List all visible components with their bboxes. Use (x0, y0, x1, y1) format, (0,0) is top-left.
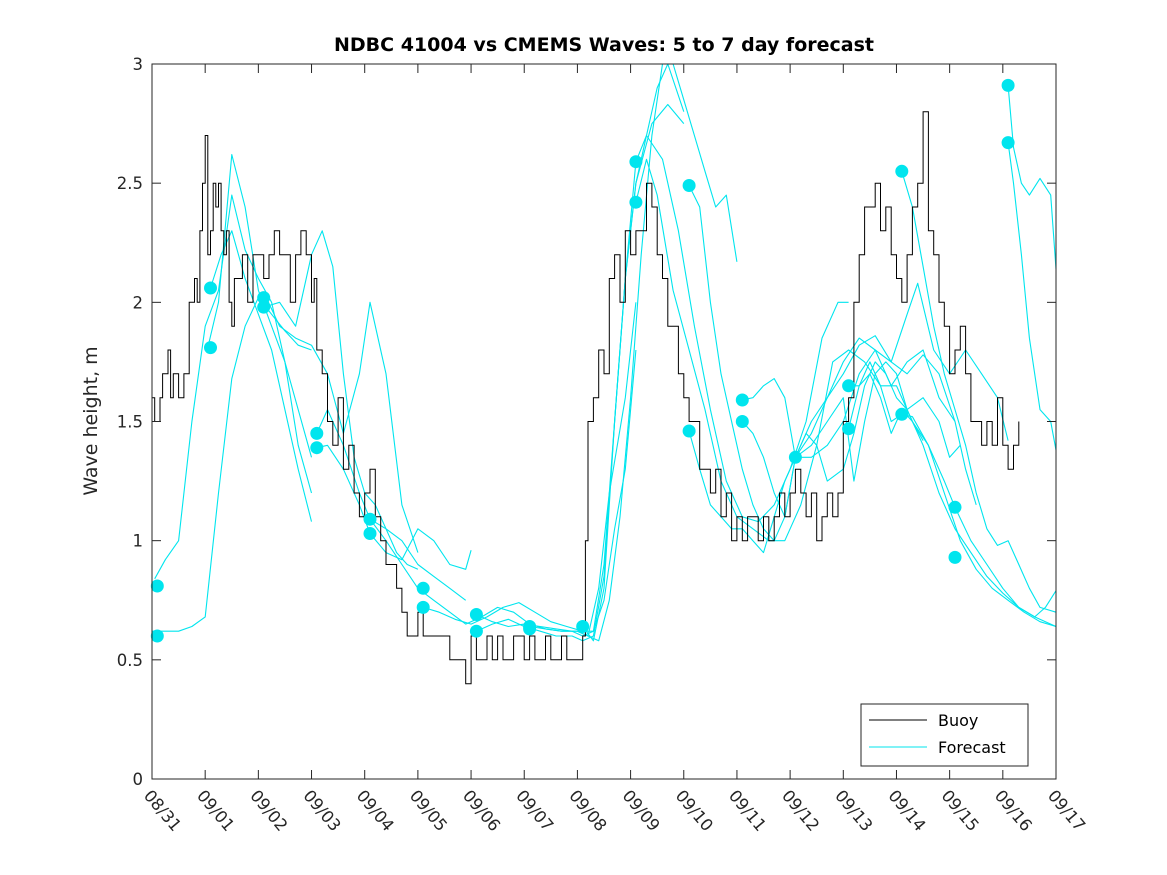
forecast-line-4 (209, 230, 313, 522)
forecast-marker (416, 581, 430, 595)
forecast-marker (310, 441, 324, 455)
x-tick-label: 09/13 (831, 786, 876, 835)
x-tick-label: 09/12 (778, 786, 823, 835)
forecast-line-12 (476, 63, 685, 642)
forecast-marker (257, 291, 271, 305)
forecast-marker (895, 407, 909, 421)
forecast-marker (469, 624, 483, 638)
x-tick-label: 09/06 (459, 786, 504, 835)
y-axis: 0 0.5 1 1.5 2 2.5 3 (117, 55, 1056, 789)
forecast-series-group (152, 63, 1057, 642)
forecast-marker (363, 527, 377, 540)
forecast-line-15 (635, 158, 924, 542)
forecast-marker (842, 379, 856, 393)
forecast-line-7 (316, 409, 467, 601)
y-tick-label: 1.5 (117, 413, 143, 432)
x-tick-label: 09/02 (246, 786, 291, 835)
forecast-markers-group (150, 78, 1015, 643)
forecast-line-1 (152, 297, 312, 632)
forecast-marker (363, 512, 377, 526)
forecast-marker (523, 622, 537, 636)
plot-area (150, 63, 1057, 685)
x-tick-label: 09/10 (672, 786, 717, 835)
x-tick-label: 08/31 (140, 786, 185, 835)
chart-title: NDBC 41004 vs CMEMS Waves: 5 to 7 day fo… (334, 34, 874, 56)
x-tick-label: 09/01 (193, 786, 238, 835)
forecast-marker (948, 500, 962, 514)
forecast-marker (629, 195, 643, 209)
forecast-line-18 (742, 282, 1009, 458)
forecast-marker (895, 164, 909, 178)
x-tick-label: 09/03 (299, 786, 344, 835)
forecast-line-22 (848, 373, 1057, 618)
forecast-marker (842, 422, 856, 436)
forecast-marker (1001, 136, 1015, 150)
forecast-line-13 (529, 63, 738, 642)
x-tick-label: 09/05 (406, 786, 451, 835)
forecast-line-25 (1007, 142, 1057, 451)
forecast-marker (204, 281, 217, 295)
forecast-line-21 (848, 361, 1057, 628)
legend-label-forecast: Forecast (938, 738, 1006, 757)
forecast-marker (682, 179, 696, 192)
forecast-line-24 (1007, 85, 1057, 270)
x-tick-label: 09/15 (938, 786, 983, 835)
legend-box (860, 703, 1029, 767)
y-tick-label: 0 (133, 770, 144, 789)
forecast-marker (1001, 78, 1015, 92)
y-tick-label: 1 (133, 532, 144, 551)
forecast-line-5 (263, 230, 419, 570)
forecast-marker (682, 424, 696, 438)
forecast-marker (204, 341, 217, 355)
y-tick-label: 3 (133, 55, 144, 74)
forecast-marker (735, 415, 749, 428)
forecast-line-19 (741, 361, 961, 518)
y-tick-label: 2.5 (117, 174, 143, 193)
forecast-line-8 (316, 444, 472, 570)
legend: Buoy Forecast (860, 703, 1029, 767)
forecast-marker (788, 450, 802, 464)
forecast-marker (150, 629, 164, 643)
x-tick-label: 09/17 (1044, 786, 1089, 835)
forecast-line-14 (582, 134, 849, 642)
forecast-marker (948, 550, 962, 564)
forecast-marker (735, 393, 749, 407)
forecast-marker (257, 300, 271, 314)
forecast-marker (310, 426, 324, 440)
forecast-marker (576, 620, 590, 633)
x-tick-label: 09/04 (353, 786, 398, 835)
forecast-marker (416, 600, 430, 614)
y-axis-label: Wave height, m (80, 346, 102, 495)
forecast-line-23 (901, 171, 1057, 613)
legend-label-buoy: Buoy (938, 711, 978, 730)
forecast-line-3 (207, 154, 313, 458)
x-tick-label: 09/14 (884, 786, 929, 835)
x-tick-label: 09/07 (512, 786, 557, 835)
x-tick-label: 09/11 (725, 786, 770, 835)
buoy-line (152, 111, 1020, 685)
x-tick-label: 09/16 (991, 786, 1036, 835)
x-tick-label: 09/08 (565, 786, 610, 835)
x-tick-label: 09/09 (619, 786, 664, 835)
buoy-series-group (152, 111, 1020, 685)
forecast-marker (469, 608, 483, 621)
forecast-line-17 (688, 335, 977, 554)
y-tick-label: 0.5 (117, 651, 143, 670)
forecast-line-9 (369, 302, 637, 637)
y-tick-label: 2 (133, 293, 144, 312)
forecast-marker (629, 155, 643, 169)
forecast-line-10 (423, 349, 637, 632)
forecast-marker (150, 579, 164, 593)
forecast-line-11 (476, 103, 685, 637)
